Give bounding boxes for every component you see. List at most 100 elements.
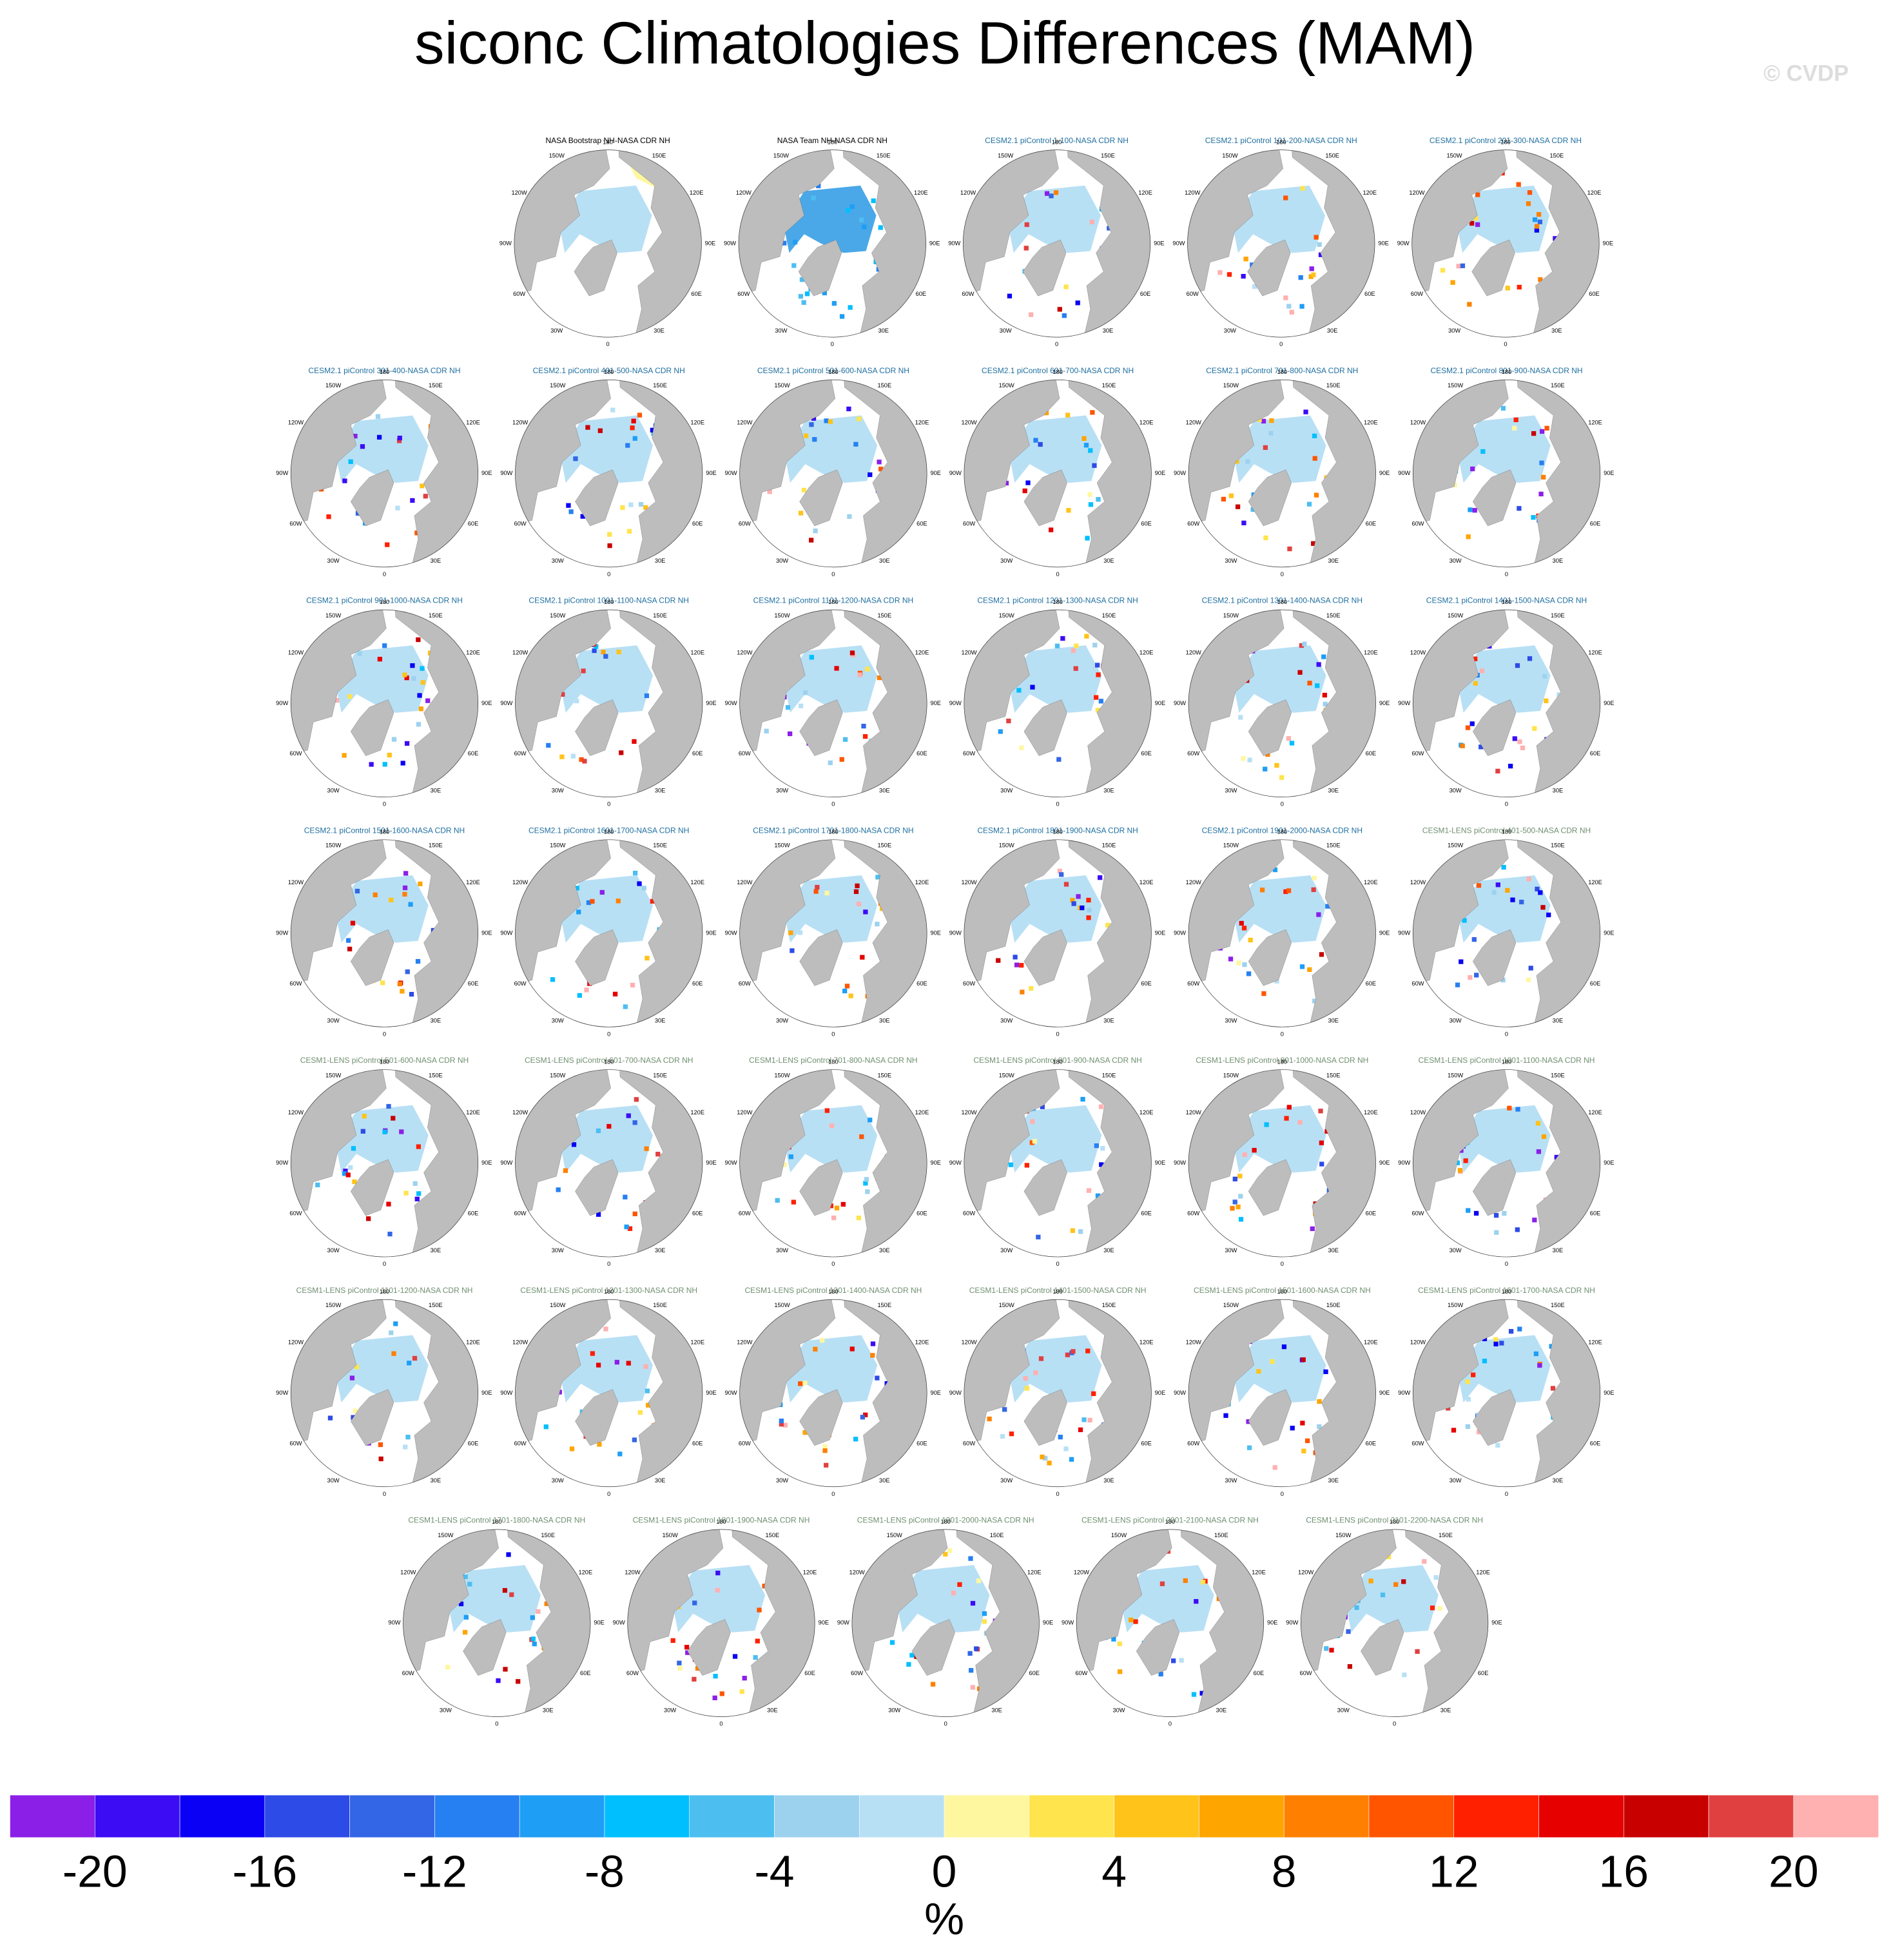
- cell: [732, 1654, 738, 1659]
- cell: [713, 1674, 718, 1679]
- cell: [1089, 219, 1094, 225]
- land: [1247, 240, 1290, 296]
- cell: [630, 982, 635, 988]
- lon-label: 0: [1056, 1261, 1060, 1267]
- cell: [1264, 1122, 1269, 1127]
- map-content: [739, 380, 927, 567]
- lon-label: 30W: [327, 558, 340, 564]
- cell: [1250, 507, 1256, 512]
- cell: [590, 898, 595, 904]
- cell: [1076, 894, 1081, 899]
- lon-label: 30W: [552, 1247, 564, 1254]
- lon-label: 30E: [1328, 1477, 1339, 1484]
- map-content: [403, 1529, 591, 1717]
- cell: [1048, 527, 1054, 532]
- lon-label: 90E: [1154, 240, 1165, 246]
- lon-label: 90W: [1286, 1620, 1298, 1626]
- sea-ice: [560, 1335, 653, 1403]
- cell: [1235, 504, 1241, 509]
- cell: [1554, 1154, 1559, 1160]
- cell: [397, 435, 402, 441]
- cell: [982, 1619, 987, 1624]
- cell: [788, 930, 793, 935]
- cell: [1314, 235, 1319, 240]
- cell: [1386, 1554, 1392, 1560]
- lon-label: 150E: [1101, 152, 1115, 159]
- lon-label: 120E: [466, 649, 480, 655]
- cell: [628, 502, 634, 507]
- map-panel: CESM1-LENS piControl 1601-1700-NASA CDR …: [1385, 1272, 1629, 1515]
- sea-ice: [1232, 185, 1326, 253]
- lon-label: 30W: [1225, 1477, 1237, 1484]
- lon-label: 150E: [429, 382, 443, 389]
- map-panel: CESM1-LENS piControl 1101-1200-NASA CDR …: [263, 1272, 507, 1515]
- lon-label: 90W: [1172, 240, 1185, 246]
- cell: [998, 729, 1003, 734]
- lon-label: 150E: [1551, 612, 1565, 619]
- cell: [1479, 744, 1484, 750]
- lon-label: 30W: [776, 1247, 788, 1254]
- lon-label: 60E: [468, 1210, 479, 1217]
- map-content: [851, 1529, 1040, 1717]
- cell: [412, 1355, 418, 1361]
- map-content: [739, 150, 926, 338]
- map: [711, 122, 955, 365]
- lon-label: 90W: [388, 1620, 400, 1626]
- cell: [860, 955, 865, 960]
- lon-label: 30W: [327, 1017, 340, 1024]
- lon-label: 90W: [837, 1620, 849, 1626]
- cell: [342, 1171, 347, 1176]
- map-border: [1301, 1529, 1488, 1716]
- cell: [1088, 502, 1094, 507]
- lon-label: 120W: [288, 879, 304, 886]
- cell: [592, 648, 597, 654]
- cell: [387, 752, 392, 758]
- cell: [791, 263, 797, 268]
- cell: [670, 1638, 675, 1643]
- cell: [1074, 643, 1079, 648]
- cell: [1354, 1605, 1359, 1610]
- cell: [849, 1346, 855, 1352]
- map-panel: CESM1-LENS piControl 1701-1800-NASA CDR …: [375, 1501, 619, 1745]
- lon-label: 120W: [288, 649, 304, 655]
- panel-title: CESM1-LENS piControl 1901-2000-NASA CDR …: [857, 1516, 1034, 1525]
- cell: [1539, 460, 1544, 465]
- cell: [1261, 991, 1266, 996]
- cell: [1043, 411, 1049, 416]
- cell: [775, 1198, 780, 1203]
- lon-label: 180: [1052, 829, 1063, 835]
- cell: [409, 991, 414, 997]
- cell: [1129, 1617, 1134, 1623]
- lon-label: 0: [719, 1721, 722, 1727]
- lon-label: 60E: [916, 980, 927, 987]
- lon-label: 150W: [1223, 382, 1239, 389]
- lon-label: 0: [1281, 571, 1284, 577]
- map-border: [1188, 610, 1375, 797]
- lon-label: 30E: [655, 1017, 666, 1024]
- map: [1385, 582, 1629, 826]
- cell: [614, 1359, 619, 1365]
- cell: [1311, 541, 1316, 546]
- cell: [597, 428, 603, 433]
- lon-label: 180: [940, 1519, 951, 1525]
- cell: [386, 1201, 391, 1207]
- lon-label: 30W: [776, 788, 788, 794]
- cell: [1470, 466, 1475, 472]
- map-content: [739, 610, 927, 797]
- cell: [875, 1375, 880, 1381]
- lon-label: 90E: [594, 1620, 605, 1626]
- map-content: [1188, 1069, 1376, 1257]
- cell: [865, 1189, 870, 1194]
- cell: [1290, 1426, 1295, 1431]
- cell: [594, 644, 599, 649]
- lon-label: 150W: [999, 612, 1014, 619]
- cell: [1071, 648, 1076, 654]
- cell: [871, 198, 876, 204]
- cell: [715, 1587, 720, 1593]
- lon-label: 30W: [775, 327, 787, 334]
- lon-label: 120W: [288, 1109, 304, 1116]
- lon-label: 60W: [1075, 1670, 1087, 1676]
- cell: [1246, 1445, 1252, 1450]
- lon-label: 0: [1055, 341, 1058, 347]
- lon-label: 60E: [1590, 521, 1601, 527]
